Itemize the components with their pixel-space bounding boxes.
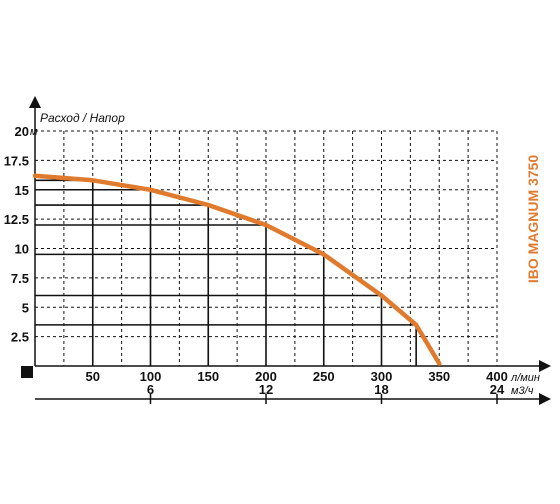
y-axis-label: Расход / Напор [40,111,125,125]
y-tick-label: 12.5 [4,212,29,227]
series-line [32,173,442,366]
x2-tick-label: 12 [259,382,273,397]
x-tick-label: 300 [371,369,393,384]
y-tick-label: 17.5 [4,153,29,168]
y-unit-label: м [30,126,38,138]
y-tick-label: 5 [22,300,29,315]
y-tick-label: 20 [15,124,29,139]
x-tick-label: 150 [197,369,219,384]
x-tick-label: 100 [140,369,162,384]
x-tick-label: 50 [86,369,100,384]
grid [35,130,498,366]
axes [21,96,551,405]
x2-tick-label: 24 [490,382,505,397]
x-unit-label: л/мин [510,372,540,384]
y-tick-label: 7.5 [11,271,29,286]
chart-title: IBO MAGNUM 3750 [525,155,541,284]
origin-marker [21,366,33,378]
y-tick-label: 2.5 [11,330,29,345]
y-tick-label: 10 [15,242,29,257]
x2-unit-label: м3/ч [511,385,534,397]
y-tick-label: 15 [15,183,29,198]
x-tick-label: 350 [428,369,450,384]
series-layer [32,173,442,366]
x2-tick-label: 18 [374,382,388,397]
x-tick-label: 250 [313,369,335,384]
labels: Расход / Напор IBO MAGNUM 3750 20 17.5 15 1… [4,111,541,397]
x2-tick-label: 6 [147,382,154,397]
x-tick-label: 200 [255,369,277,384]
x-tick-label: 400 [486,369,508,384]
